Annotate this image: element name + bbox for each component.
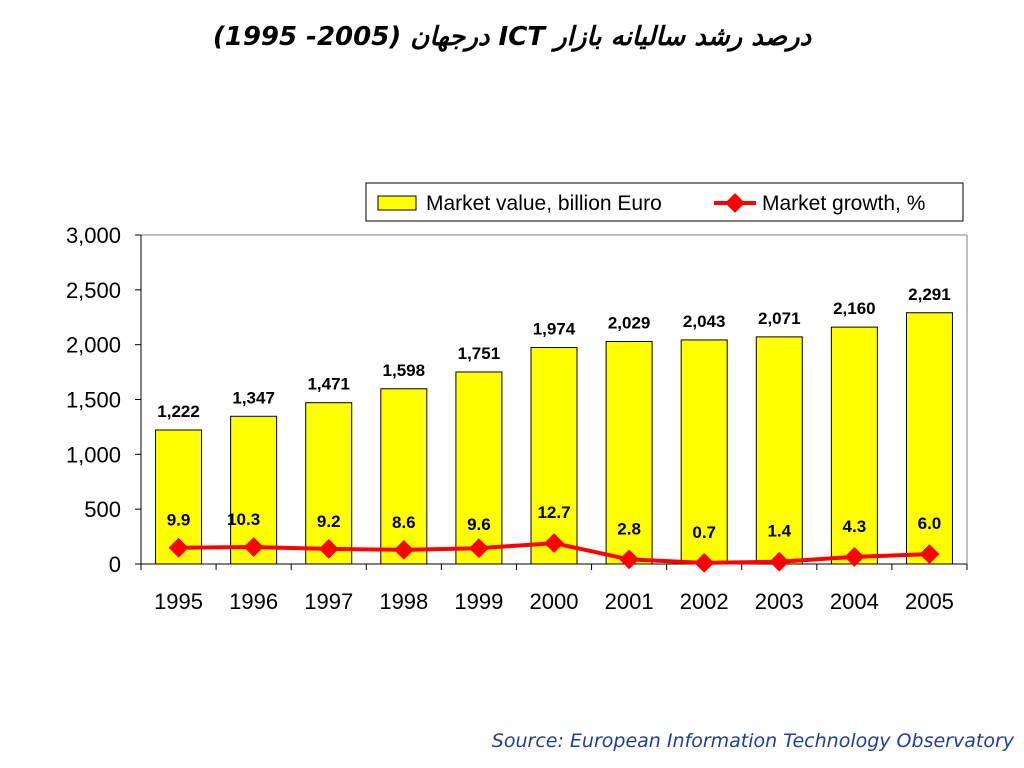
y-tick-label: 2,500 [66,278,121,303]
bars-group: 1,222 1,347 1,471 1,598 1,751 1,974 2,029 2,043… [155,285,953,565]
bar [605,340,653,565]
bar-value-label: 2,043 [683,312,726,331]
growth-value-label: 6.0 [918,514,942,533]
legend-line-label: Market growth, % [762,192,925,215]
growth-marker [318,538,339,559]
y-tick-label: 1,000 [66,442,121,467]
growth-marker [469,538,489,559]
legend-bar-swatch [377,195,417,211]
bar-value-label: 2,291 [908,285,951,304]
growth-marker [919,544,940,565]
y-tick-label: 1,500 [66,388,121,413]
growth-marker [769,551,790,572]
legend-bar-label: Market value, billion Euro [426,192,662,215]
bar [380,388,428,565]
x-tick-label: 1997 [304,589,353,614]
bar-value-label: 1,598 [383,361,426,380]
legend: Market value, billion Euro Market growth,… [365,182,964,222]
growth-value-label: 9.9 [167,511,191,530]
x-tick-label: 1996 [229,589,278,614]
bar-value-label: 1,222 [157,402,200,421]
growth-value-label: 10.3 [227,510,260,529]
growth-line-group: 9.9 10.3 9.2 8.6 9.6 12.7 2.8 0.7 1.4 4.3 6.0 [167,503,942,573]
growth-value-label: 4.3 [843,517,867,536]
x-tick-label: 2001 [605,589,654,614]
legend-box [365,182,964,222]
bar-value-label: 1,751 [458,344,501,363]
bar [755,336,803,565]
growth-marker [694,552,715,573]
bar [455,371,503,565]
bar [830,326,878,565]
growth-marker [544,533,564,554]
source-note: Source: European Information Technology … [491,730,1014,752]
y-tick-label: 0 [109,552,121,577]
growth-value-label: 8.6 [392,513,416,532]
x-tick-label: 2005 [905,589,954,614]
growth-value-label: 9.6 [467,515,491,534]
x-tick-label: 2004 [830,589,879,614]
bar [530,347,578,565]
bar-value-label: 2,071 [758,309,801,328]
x-tick-label: 1998 [379,589,428,614]
growth-value-label: 2.8 [617,519,641,538]
chart-title: درصد رشد سالیانه بازار ICT درجهان (2005-… [212,22,812,52]
growth-value-label: 9.2 [317,512,341,531]
x-tick-label: 1995 [154,589,203,614]
growth-marker [393,539,414,560]
bar [305,402,353,565]
bar-value-label: 2,160 [833,299,876,318]
y-tick-label: 3,000 [66,223,121,248]
bar-value-label: 2,029 [608,313,651,332]
bar [905,312,953,565]
growth-value-label: 1.4 [767,522,791,541]
bar-value-label: 1,974 [533,320,576,339]
x-tick-label: 2002 [680,589,729,614]
bar [680,339,728,565]
axes: 0 500 1,000 1,500 2,000 2,500 3,000 1995 1996 199… [66,223,968,614]
y-tick-label: 500 [84,497,121,522]
growth-value-label: 12.7 [537,503,570,522]
x-tick-label: 2003 [755,589,804,614]
bar-value-label: 1,471 [307,375,350,394]
x-tick-label: 2000 [530,589,579,614]
growth-marker [619,549,639,570]
growth-marker [844,547,865,567]
growth-value-label: 0.7 [692,523,716,542]
x-tick-label: 1999 [454,589,503,614]
bar-value-label: 1,347 [232,388,275,407]
y-tick-label: 2,000 [66,333,121,358]
